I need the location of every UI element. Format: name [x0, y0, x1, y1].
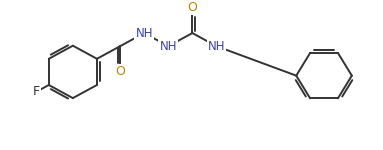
Text: NH: NH [160, 40, 177, 53]
Text: O: O [187, 1, 197, 14]
Text: NH: NH [208, 40, 225, 53]
Text: NH: NH [136, 27, 153, 40]
Text: F: F [33, 85, 40, 98]
Text: O: O [115, 65, 125, 78]
